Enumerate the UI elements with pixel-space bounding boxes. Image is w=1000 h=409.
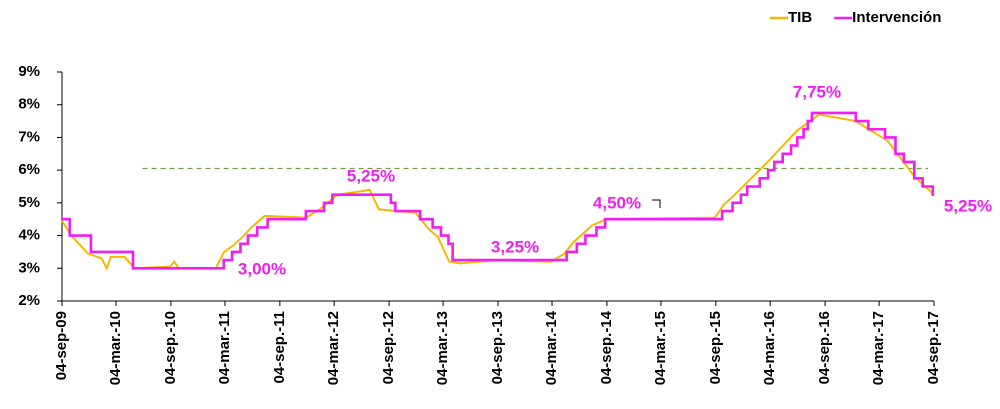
x-tick-label: 04-sep-09 bbox=[53, 311, 70, 380]
legend-label: Intervención bbox=[852, 9, 941, 26]
annotation: 3,25% bbox=[491, 237, 539, 256]
annotation: 7,75% bbox=[793, 82, 841, 101]
y-tick-label: 9% bbox=[18, 63, 40, 80]
x-tick-label: 04-sep.-17 bbox=[925, 311, 942, 384]
x-tick-label: 04-mar.-11 bbox=[216, 311, 233, 384]
y-tick-label: 6% bbox=[18, 161, 40, 178]
x-tick-label: 04-sep.-12 bbox=[380, 311, 397, 384]
legend-label: TIB bbox=[788, 9, 812, 26]
x-tick-label: 04-mar.-13 bbox=[434, 311, 451, 385]
x-tick-label: 04-mar.-16 bbox=[761, 311, 778, 385]
y-tick-label: 7% bbox=[18, 128, 40, 145]
annotation: 3,00% bbox=[238, 259, 286, 278]
x-tick-label: 04-sep.-15 bbox=[707, 311, 724, 384]
x-tick-label: 04-sep.-10 bbox=[162, 311, 179, 384]
annotation: 5,25% bbox=[944, 196, 992, 215]
x-tick-label: 04-sep.-11 bbox=[271, 311, 288, 384]
y-tick-label: 4% bbox=[18, 227, 40, 244]
x-tick-label: 04-mar.-12 bbox=[325, 311, 342, 385]
y-tick-label: 5% bbox=[18, 194, 40, 211]
annotation: 4,50% bbox=[593, 193, 641, 212]
x-tick-label: 04-sep.-13 bbox=[489, 311, 506, 384]
x-tick-label: 04-mar.-14 bbox=[543, 310, 560, 385]
x-tick-label: 04-sep.-14 bbox=[598, 310, 615, 384]
annotation: 5,25% bbox=[347, 166, 395, 185]
x-tick-label: 04-mar.-15 bbox=[652, 311, 669, 385]
x-tick-label: 04-mar.-10 bbox=[107, 311, 124, 385]
series-line bbox=[62, 111, 935, 270]
x-tick-label: 04-mar.-17 bbox=[870, 311, 887, 385]
leader-line bbox=[652, 199, 661, 208]
y-tick-label: 8% bbox=[18, 96, 40, 113]
y-tick-label: 2% bbox=[18, 292, 40, 309]
x-tick-label: 04-sep.-16 bbox=[816, 311, 833, 384]
y-tick-label: 3% bbox=[18, 259, 40, 276]
